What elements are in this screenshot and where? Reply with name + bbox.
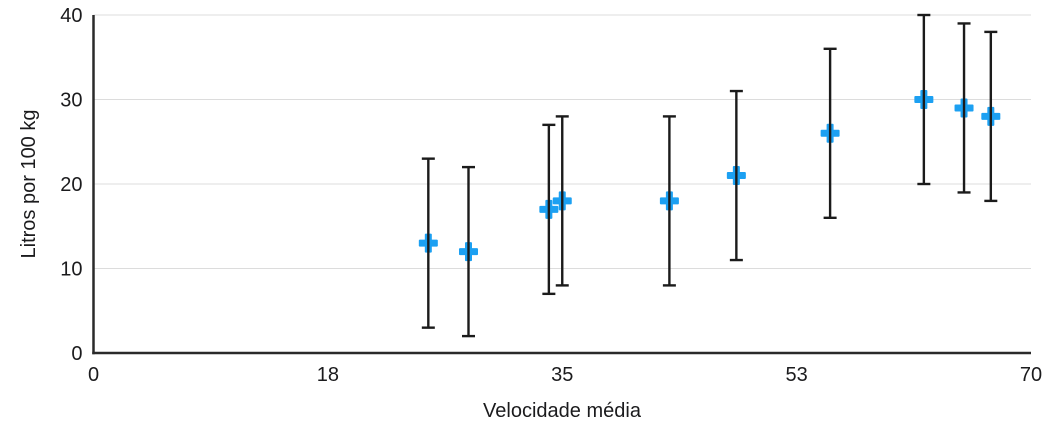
x-tick-label: 18 xyxy=(317,364,339,386)
error-bar xyxy=(729,89,743,262)
error-bar xyxy=(957,22,971,194)
y-tick-label: 40 xyxy=(60,5,82,27)
error-bar xyxy=(917,13,931,186)
y-tick-label: 10 xyxy=(60,259,82,281)
x-axis-title: Velocidade média xyxy=(483,400,642,422)
axes xyxy=(92,15,1031,355)
y-tick-label: 30 xyxy=(60,90,82,112)
data-points xyxy=(418,90,1001,262)
error-bars xyxy=(421,13,998,338)
x-axis-tick-labels: 0 18 35 53 70 xyxy=(88,364,1042,386)
error-bar xyxy=(462,165,475,338)
x-tick-label: 70 xyxy=(1020,364,1042,386)
x-tick-label: 53 xyxy=(786,364,808,386)
error-bar xyxy=(662,115,676,287)
error-bar xyxy=(823,47,837,220)
y-axis-title: Litros por 100 kg xyxy=(18,110,40,259)
y-tick-label: 0 xyxy=(71,343,82,365)
y-axis-tick-labels: 0 10 20 30 40 xyxy=(60,5,82,365)
error-bar xyxy=(421,157,435,329)
x-tick-label: 0 xyxy=(88,364,99,386)
error-bar xyxy=(555,115,569,287)
y-tick-label: 20 xyxy=(60,174,82,196)
x-tick-label: 35 xyxy=(551,364,573,386)
error-bar xyxy=(984,30,998,203)
error-bar xyxy=(542,123,556,296)
